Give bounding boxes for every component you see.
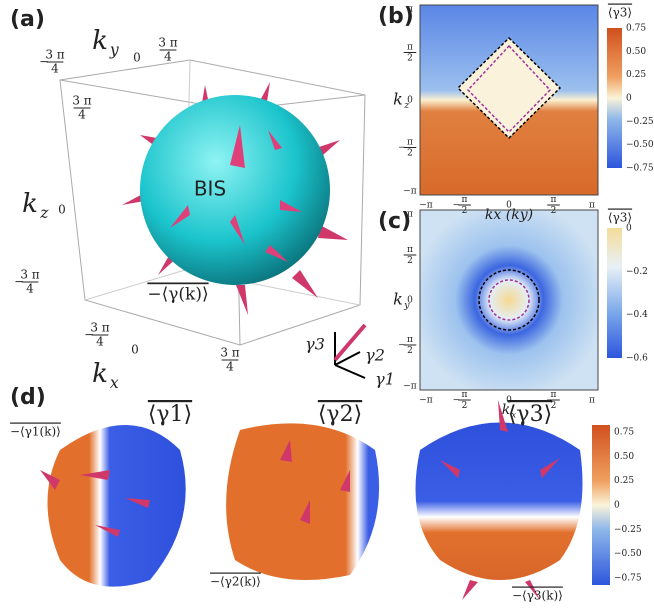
surface-title: ⟨γ3⟩ — [508, 402, 552, 427]
tick-label: 0 — [131, 343, 139, 357]
axis-sub: x — [110, 374, 119, 392]
vector-label: −⟨γ2(k)⟩ — [210, 575, 261, 589]
tick-den: 4 — [51, 62, 59, 76]
tick-den: 2 — [462, 401, 468, 411]
colorbar-tick: −0.4 — [626, 310, 648, 320]
colorbar-tick: −0.25 — [614, 525, 642, 535]
triad-label: γ2 — [365, 346, 385, 365]
tick-num: 3 π — [45, 47, 64, 61]
tick-num: 3 π — [158, 35, 177, 49]
surface-3 — [416, 423, 583, 581]
tick-num: π — [407, 43, 413, 53]
tick-label: −π — [403, 382, 417, 392]
tick-num: π — [551, 390, 557, 400]
colorbar-tick: 0.25 — [626, 70, 646, 80]
axis-label: k — [22, 189, 38, 219]
colorbar-title: ⟨γ3⟩ — [608, 6, 632, 20]
axis-label: k — [92, 359, 108, 389]
tick-label: π — [589, 201, 595, 211]
surface-2 — [226, 423, 379, 580]
colorbar — [607, 28, 622, 168]
vector-label: −⟨γ3(k)⟩ — [512, 589, 563, 603]
colorbar-tick: −0.75 — [626, 164, 654, 174]
colorbar-title: ⟨γ3⟩ — [608, 211, 632, 225]
tick-num: 3 π — [72, 93, 91, 107]
colorbar-tick: 0.25 — [614, 476, 634, 486]
tick-den: 2 — [407, 53, 413, 63]
tick-den: 2 — [407, 256, 413, 266]
colorbar-tick: 0 — [626, 224, 632, 234]
vector-label: −⟨γ(k)⟩ — [147, 285, 208, 305]
tick-label: π — [589, 396, 595, 406]
tick-num: π — [462, 390, 468, 400]
tick-label: 0 — [407, 296, 413, 306]
axis-label: kx (ky) — [485, 207, 533, 223]
tick-label: −π — [419, 201, 433, 211]
colorbar-tick: 0.75 — [626, 24, 646, 34]
triad-label: γ3 — [305, 335, 325, 354]
axis-sub: z — [39, 204, 49, 222]
tick-den: 2 — [462, 206, 468, 216]
tick-num: 3 π — [20, 267, 39, 281]
map-c — [420, 210, 598, 390]
axis-sub: y — [109, 41, 119, 59]
colorbar-tick: −0.2 — [626, 267, 648, 277]
colorbar-tick: 0.75 — [614, 428, 634, 438]
panel-label: (d) — [10, 385, 46, 410]
vector-label: −⟨γ1(k)⟩ — [10, 425, 61, 439]
bis-surface — [140, 95, 330, 285]
triad — [335, 325, 365, 378]
surface-title: ⟨γ1⟩ — [148, 402, 192, 427]
tick-den: 4 — [26, 282, 34, 296]
tick-den: 2 — [407, 346, 413, 356]
colorbar-tick: 0 — [614, 501, 620, 511]
triad-label: γ1 — [375, 370, 395, 389]
colorbar-tick: −0.50 — [614, 549, 642, 559]
tick-den: 4 — [226, 360, 234, 374]
tick-label: 0 — [407, 96, 413, 106]
tick-den: 2 — [407, 148, 413, 158]
tick-num: 3 π — [90, 320, 109, 334]
tick-label: π — [407, 5, 413, 15]
colorbar-tick: −0.75 — [614, 574, 642, 584]
colorbar-tick: −0.50 — [626, 140, 654, 150]
panel-label: (a) — [10, 7, 45, 32]
surface-label: BIS — [194, 177, 226, 201]
colorbar-tick: 0.50 — [626, 47, 646, 57]
colorbar-tick: −0.6 — [626, 354, 648, 364]
tick-den: 4 — [78, 108, 86, 122]
tick-den: 4 — [164, 50, 172, 64]
colorbar-tick: 0 — [626, 94, 632, 104]
tick-den: 2 — [551, 206, 557, 216]
tick-num: π — [407, 335, 413, 345]
axis-label: k — [393, 290, 403, 309]
tick-num: π — [462, 195, 468, 205]
tick-label: 0 — [58, 203, 66, 217]
tick-num: π — [407, 138, 413, 148]
colorbar — [607, 228, 622, 358]
tick-label: π — [407, 210, 413, 220]
surface-title: ⟨γ2⟩ — [318, 402, 362, 427]
axis-label: k — [393, 90, 403, 109]
tick-num: π — [551, 195, 557, 205]
colorbar-tick: −0.25 — [626, 117, 654, 127]
surface-1 — [48, 425, 186, 587]
tick-den: 4 — [96, 335, 104, 349]
axis-label: k — [92, 26, 108, 56]
tick-label: 0 — [133, 51, 141, 65]
colorbar — [592, 425, 610, 585]
figure: (a)kykzkx−3 π403 π43 π40−3 π4−3 π403 π4B… — [0, 0, 654, 610]
tick-label: −π — [419, 396, 433, 406]
tick-label: −π — [403, 187, 417, 197]
tick-num: 3 π — [220, 345, 239, 359]
tick-num: π — [407, 245, 413, 255]
colorbar-tick: 0.50 — [614, 452, 634, 462]
